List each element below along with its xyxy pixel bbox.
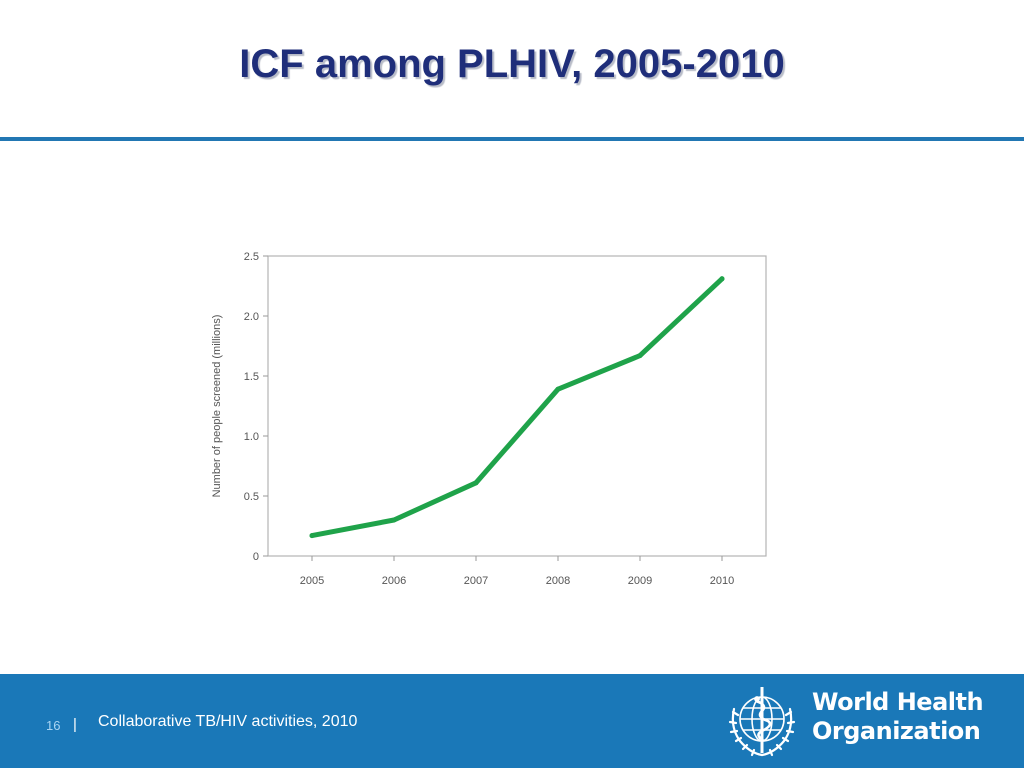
chart-svg: 0 0.5 1.0 1.5 2.0 2.5 2005 2006 2007 2008 2009 2010… <box>211 251 767 587</box>
page-separator: | <box>73 716 77 733</box>
data-point <box>637 353 643 359</box>
x-tick-label: 2008 <box>546 575 570 587</box>
title-divider <box>0 137 1024 141</box>
y-tick-label: 1.0 <box>244 431 259 443</box>
x-tick-label: 2006 <box>382 575 406 587</box>
x-tick-label: 2010 <box>710 575 734 587</box>
line-chart: 0 0.5 1.0 1.5 2.0 2.5 2005 2006 2007 2008 2009 2010… <box>190 236 790 596</box>
who-name-line2: Organization <box>812 717 981 745</box>
x-tick-label: 2007 <box>464 575 488 587</box>
footer-caption: Collaborative TB/HIV activities, 2010 <box>98 713 358 730</box>
x-tick-label: 2009 <box>628 575 652 587</box>
who-emblem-icon <box>728 687 796 757</box>
data-point <box>309 533 315 539</box>
y-tick-label: 2.0 <box>244 311 259 323</box>
y-axis-label: Number of people screened (millions) <box>211 315 223 498</box>
x-tick-label: 2005 <box>300 575 324 587</box>
plot-frame <box>267 255 767 557</box>
who-wordmark: World Health Organization <box>812 688 984 746</box>
page-number: 16 <box>46 718 61 733</box>
data-point <box>473 480 479 486</box>
data-point <box>719 276 725 282</box>
slide-title: ICF among PLHIV, 2005-2010 <box>239 42 785 86</box>
y-tick-label: 1.5 <box>244 371 259 383</box>
series-line <box>309 276 725 539</box>
data-point <box>555 386 561 392</box>
y-tick-label: 0 <box>253 551 259 563</box>
data-point <box>391 517 397 523</box>
y-tick-label: 0.5 <box>244 491 259 503</box>
y-tick-label: 2.5 <box>244 251 259 263</box>
who-name-line1: World Health <box>812 688 984 716</box>
footer-bar: 16 | Collaborative TB/HIV activities, 20… <box>0 674 1024 768</box>
